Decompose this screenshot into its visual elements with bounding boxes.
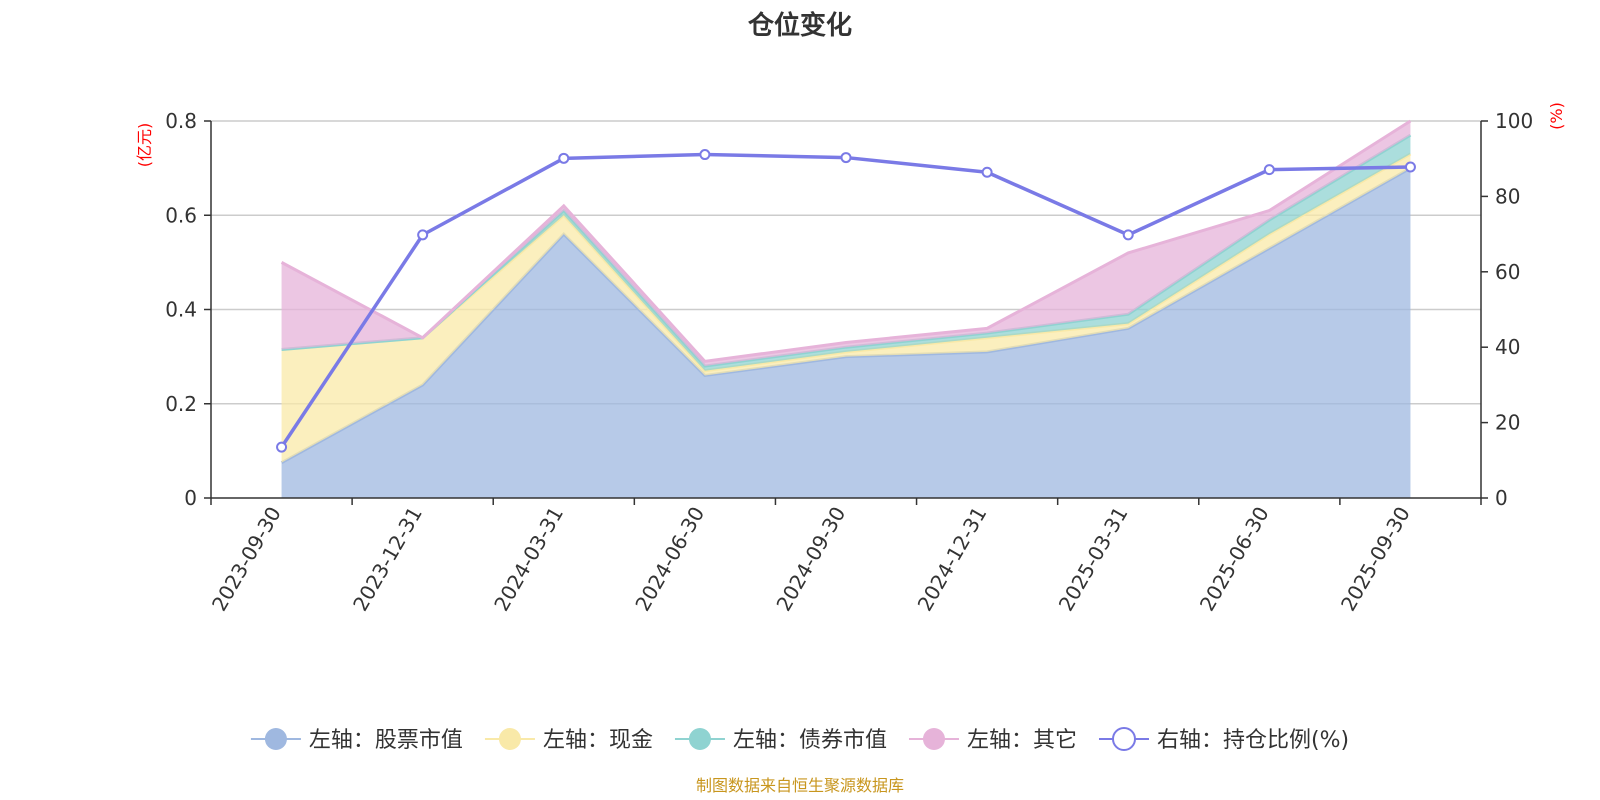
line-point [1404,161,1416,173]
legend-label: 左轴：现金 [543,728,653,753]
left-tick-label: 0.2 [165,392,197,416]
x-tick-label: 2024-03-31 [489,503,568,616]
area-series [281,153,1411,463]
left-tick-label: 0.8 [165,109,197,133]
left-axis-unit: (亿元) [135,123,154,168]
right-tick-label: 0 [1495,486,1508,510]
x-tick-label: 2025-06-30 [1195,503,1274,616]
right-axis-unit: (%) [1547,102,1566,130]
legend-item[interactable]: 左轴：现金 [484,728,653,753]
left-tick-label: 0.6 [165,203,197,227]
right-tick-label: 20 [1495,411,1520,435]
stacked-areas [280,119,1412,498]
right-tick-label: 100 [1495,109,1533,133]
legend-item[interactable]: 右轴：持仓比例(%) [1098,727,1349,753]
line-point [1263,164,1275,176]
x-tick-label: 2025-03-31 [1054,503,1133,616]
legend-label: 左轴：股票市值 [309,728,463,753]
area-series [281,121,1411,367]
line-point [699,149,711,161]
legend-marker [922,728,945,750]
x-tick-label: 2024-06-30 [630,503,709,616]
source-note: 制图数据来自恒生聚源数据库 [696,776,904,795]
legend-label: 左轴：债券市值 [733,728,887,753]
holding-ratio-line [276,149,1416,453]
legend-label: 右轴：持仓比例(%) [1157,728,1349,753]
legend-marker [688,728,711,750]
legend-item[interactable]: 左轴：债券市值 [674,728,887,753]
x-tick-label: 2024-12-31 [913,503,992,616]
legend-marker [1111,727,1136,751]
legend-item[interactable]: 左轴：股票市值 [250,728,463,753]
right-tick-label: 80 [1495,184,1520,208]
line-point [558,152,570,164]
line-point [276,441,288,453]
legend-marker [264,728,287,750]
chart-title: 仓位变化 [747,10,852,41]
x-tick-label: 2025-09-30 [1336,503,1415,616]
legend-item[interactable]: 左轴：其它 [908,728,1077,753]
x-tick-label: 2024-09-30 [771,503,850,616]
legend-label: 左轴：其它 [967,728,1077,753]
area-series-edge [280,119,1412,363]
line-point [1122,229,1134,241]
area-series [281,168,1411,498]
right-tick-label: 40 [1495,335,1520,359]
left-tick-label: 0.4 [165,298,197,322]
x-tick-label: 2023-12-31 [348,502,427,615]
legend-marker [498,728,521,750]
right-tick-label: 60 [1495,260,1520,284]
x-tick-label: 2023-09-30 [207,503,286,616]
line-point [840,152,852,164]
left-tick-label: 0 [184,486,197,510]
legend: 左轴：股票市值 左轴：现金 左轴：债券市值 左轴：其它 右轴：持仓比例(%) [250,727,1349,753]
line-point [417,229,429,241]
line-point [981,166,993,178]
